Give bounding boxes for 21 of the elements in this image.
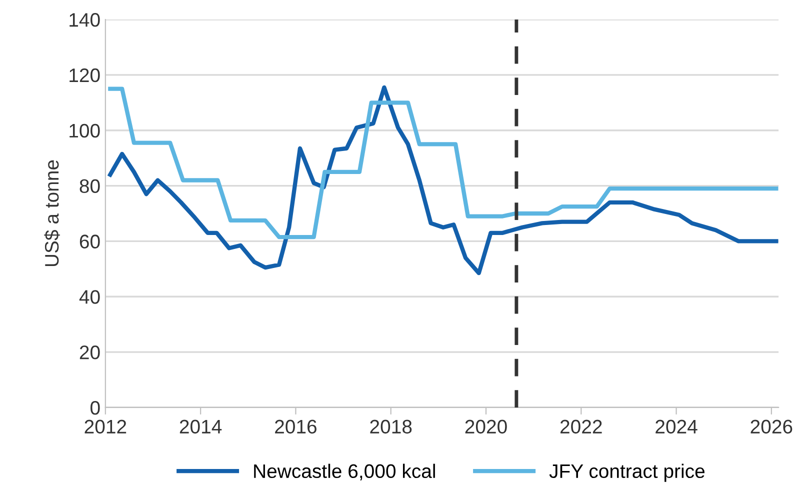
y-tick-label: 40 (79, 290, 100, 304)
x-tick-label: 2022 (560, 420, 602, 434)
y-tick-label: 100 (70, 124, 100, 138)
x-tick-label: 2012 (84, 420, 126, 434)
x-tick-label: 2020 (465, 420, 507, 434)
line-series (108, 85, 778, 276)
x-tick-label: 2024 (656, 420, 698, 434)
x-tick-label: 2026 (750, 420, 792, 434)
y-tick-label: 0 (90, 400, 100, 415)
y-tick-label: 60 (80, 234, 100, 248)
x-tick-label: 2014 (180, 420, 222, 434)
y-tick-label: 140 (70, 12, 100, 27)
x-tick-label: 2016 (275, 420, 316, 434)
y-axis-title: US$ a tonne (44, 160, 60, 266)
y-tick-label: 20 (80, 346, 100, 360)
y-tick-label: 120 (70, 68, 100, 82)
y-tick-label: 80 (80, 179, 100, 194)
line-series (108, 86, 778, 240)
legend-label: JFY contract price (549, 464, 705, 482)
x-tick-label: 2018 (370, 420, 412, 434)
legend-label: Newcastle 6,000 kcal (254, 464, 435, 480)
